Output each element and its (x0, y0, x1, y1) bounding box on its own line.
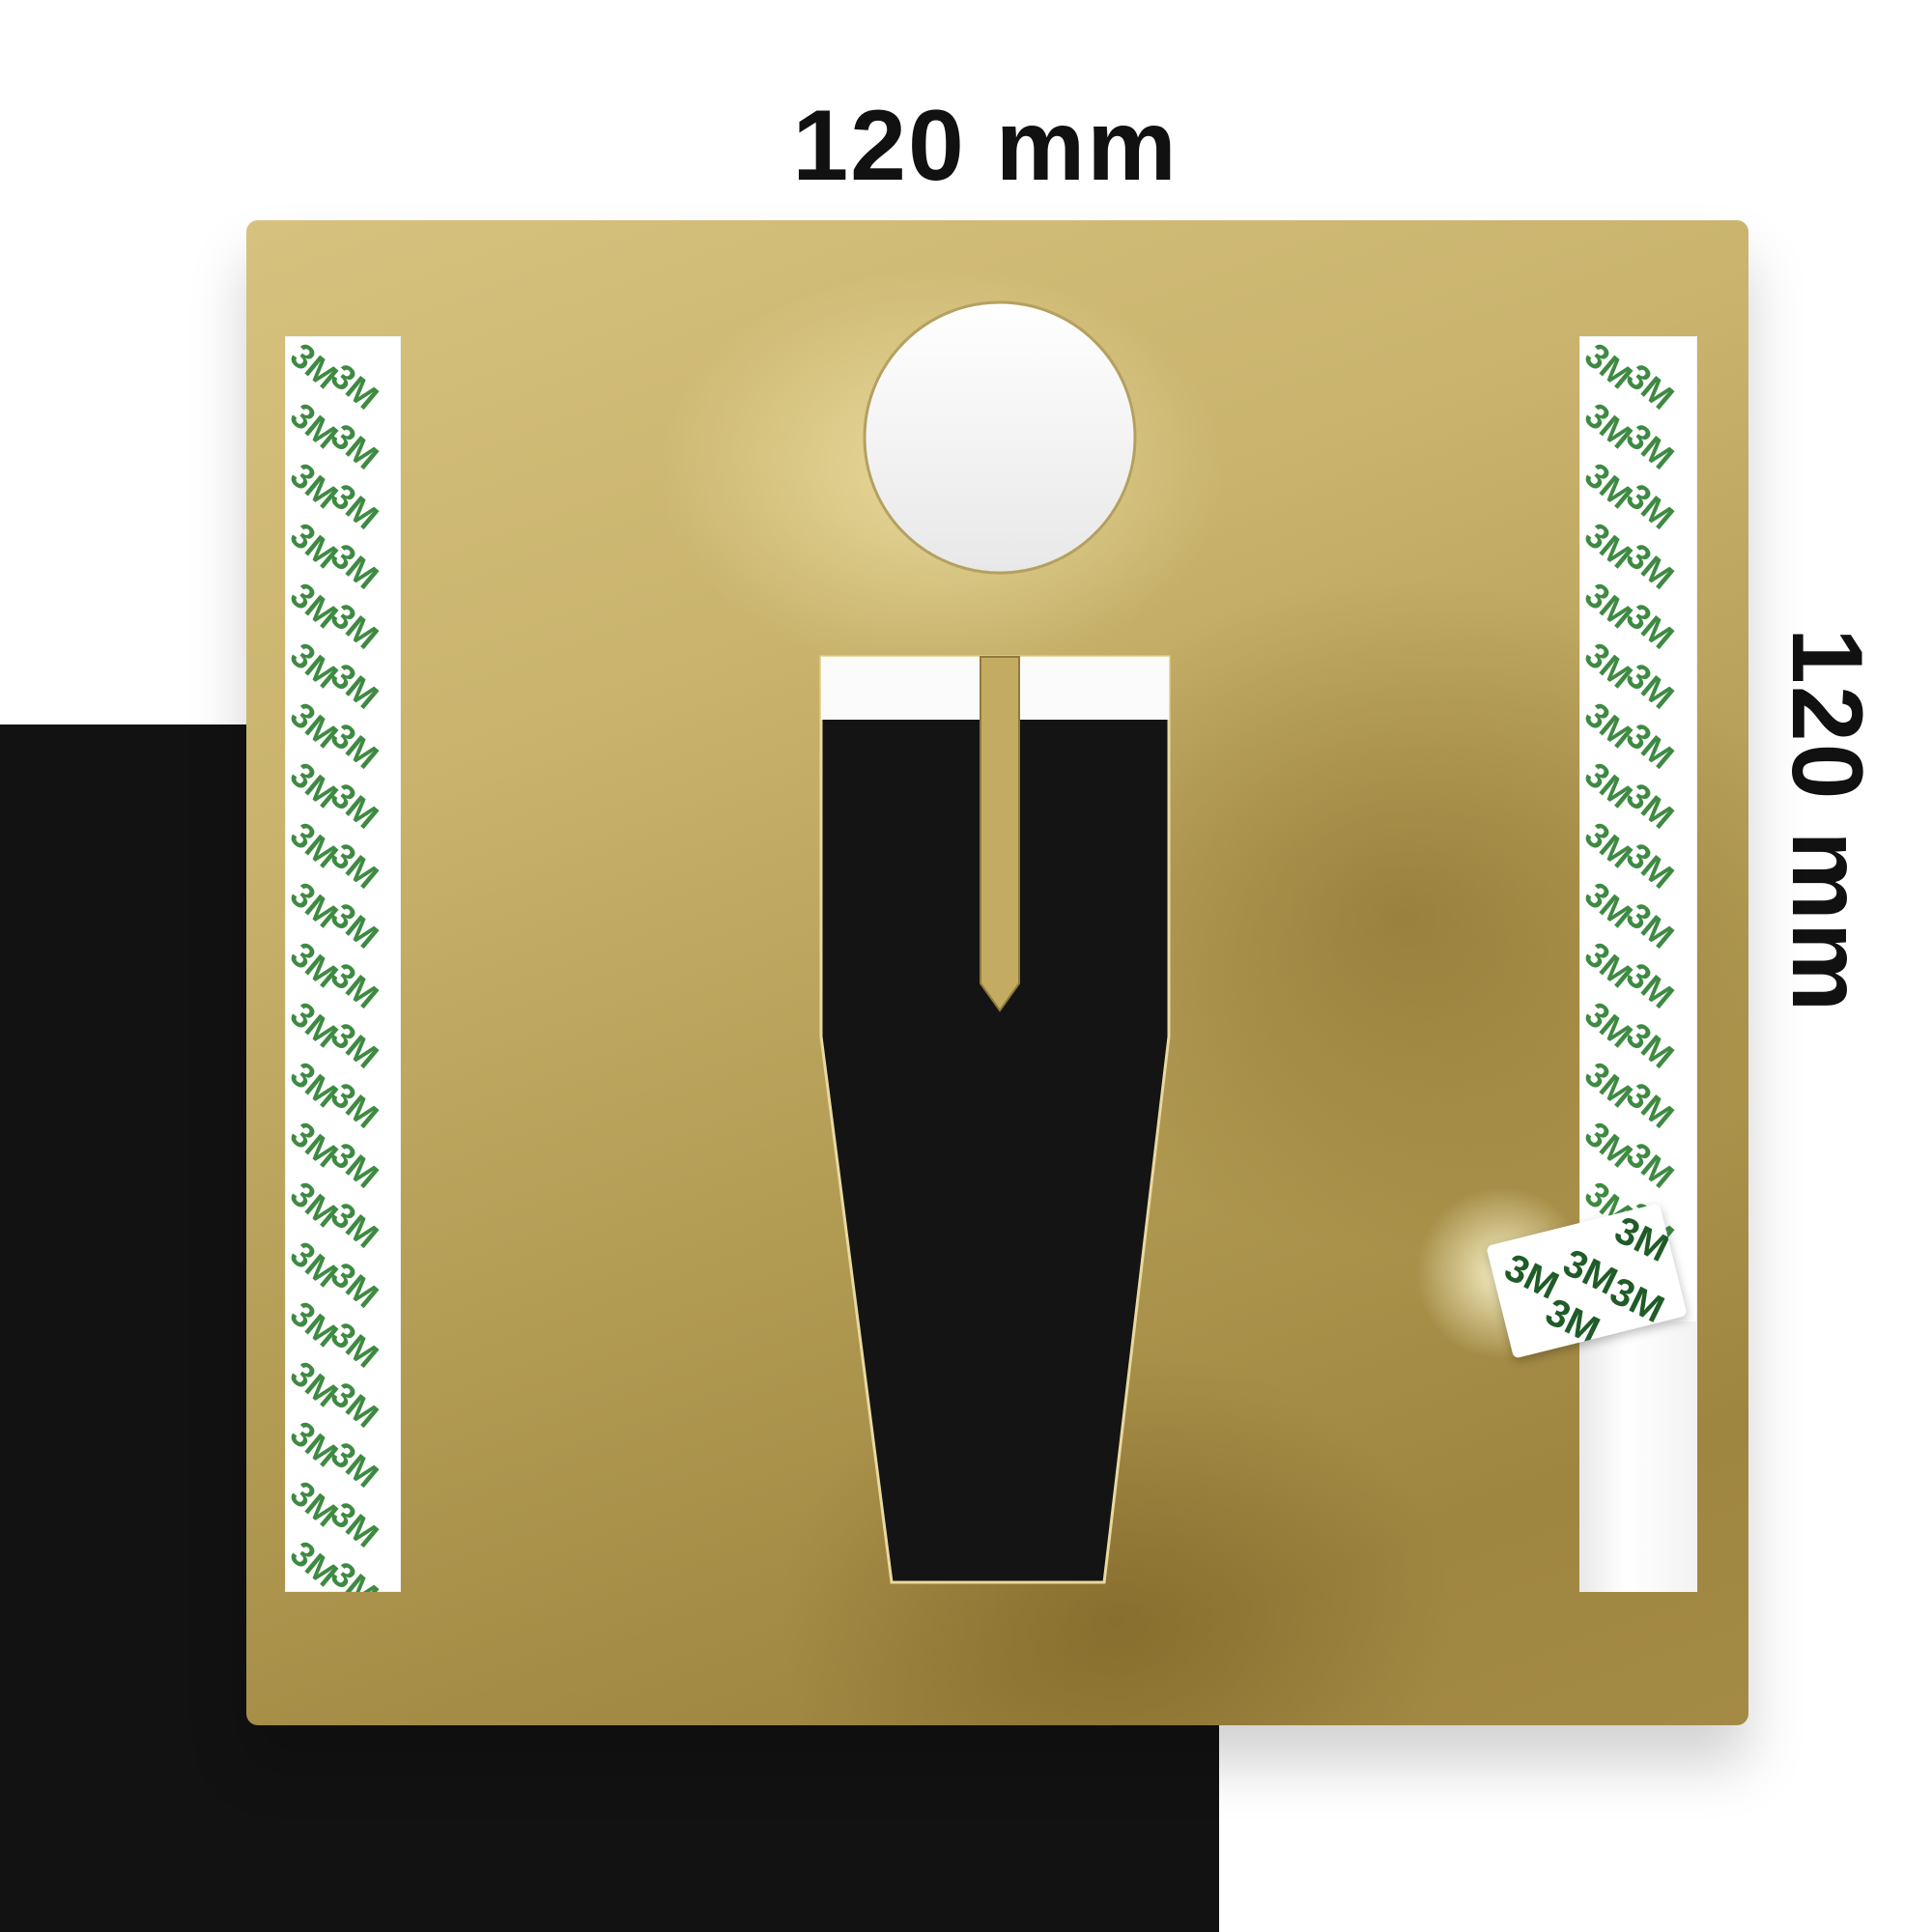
head-cutout (863, 300, 1137, 575)
tie (980, 656, 1020, 1012)
exposed-adhesive-strip (1579, 1321, 1697, 1592)
brass-sign-plate: 3M 3M 3M 3M 3M 3M 3M 3M 3M 3M 3M 3M 3M 3M 3M 3M 3M 3M 3M 3M… (246, 220, 1748, 1725)
width-dimension-label: 120 mm (792, 90, 1179, 202)
height-dimension-label: 120 mm (1771, 628, 1883, 1014)
male-figure-icon (819, 300, 1171, 1584)
adhesive-tape-left: 3M 3M 3M 3M 3M 3M 3M 3M 3M 3M 3M 3M 3M 3M 3M 3M 3M 3M 3M 3M… (285, 336, 401, 1592)
